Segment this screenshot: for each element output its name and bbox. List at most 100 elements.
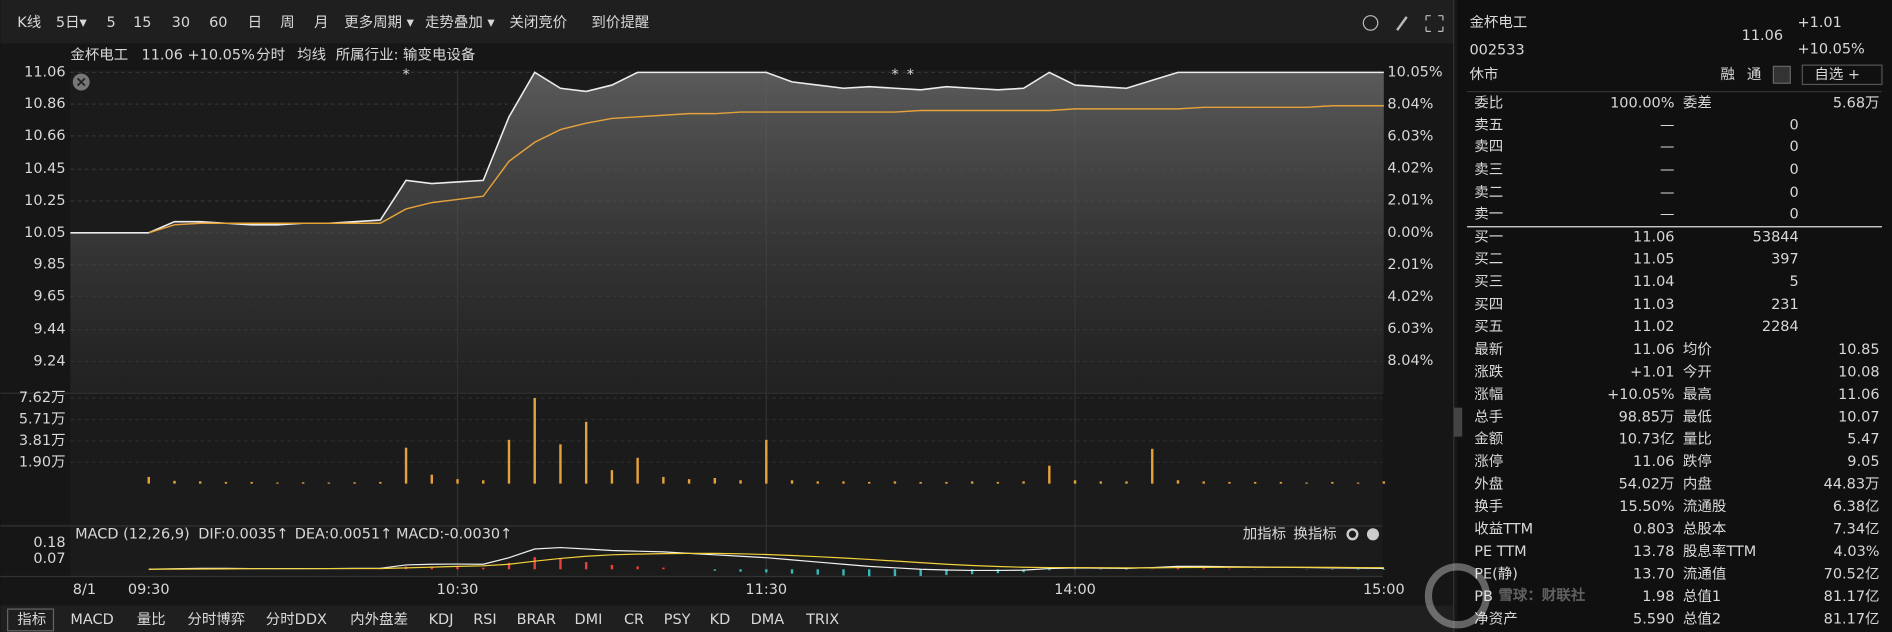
add-indicator[interactable]: 加指标 [1243, 525, 1286, 542]
indicator-tab[interactable]: DMA [751, 612, 785, 628]
indicator-tab[interactable]: KD [710, 612, 731, 628]
indicator-tab[interactable]: DMI [575, 612, 603, 628]
collapse-handle[interactable] [1453, 407, 1463, 437]
book-label: 买二 [1474, 250, 1503, 267]
volume-bar [276, 482, 279, 484]
fullscreen-icon[interactable] [1425, 15, 1444, 32]
volume-bar [199, 481, 202, 484]
volume-bar [301, 482, 305, 484]
event-marker: * [907, 67, 914, 83]
y2-tick-label: 2.01% [1387, 257, 1433, 273]
volume-bar [250, 481, 253, 484]
toolbar-item[interactable]: 5日▾ [56, 15, 88, 31]
stat-label: 总股本 [1683, 521, 1726, 538]
watermark: 雪球：财联社 [1498, 586, 1585, 604]
macd-label: MACD:-0.0030↑ [396, 526, 512, 542]
panel-status: 休市 [1469, 66, 1498, 83]
book-volume: 0 [1789, 117, 1798, 133]
indicator-tab[interactable]: TRIX [805, 612, 839, 628]
volume-bar [173, 480, 176, 484]
toolbar-item[interactable]: 日 [248, 15, 262, 31]
volume-bar [610, 470, 614, 484]
volume-bar [996, 481, 1000, 484]
y2-tick-label: 8.04% [1387, 353, 1433, 369]
book-price: — [1660, 185, 1674, 201]
toolbar-item[interactable]: 关闭竞价 [509, 13, 567, 31]
book-price: 11.03 [1633, 297, 1674, 313]
stat-value: 81.17亿 [1824, 588, 1880, 605]
macd-bar [739, 569, 742, 572]
volume-bar [1099, 481, 1102, 484]
volume-bar [1331, 481, 1334, 484]
y-tick-label: 10.86 [24, 96, 65, 112]
volume-bar [842, 481, 845, 484]
y2-tick-label: 0.00% [1387, 225, 1433, 241]
indicator-tab[interactable]: 分时DDX [266, 611, 327, 628]
toolbar-item[interactable]: 到价提醒 [591, 14, 649, 31]
panel-button[interactable]: 自选 + [1814, 66, 1860, 83]
macd-bar [533, 557, 536, 570]
toolbar-item[interactable]: 15 [133, 15, 151, 31]
macd-bar [1382, 569, 1386, 571]
dif-label: DIF:0.0035↑ [198, 526, 288, 542]
stat-value: 9.05 [1847, 454, 1879, 470]
macd-bar [945, 569, 948, 576]
volume-bar [482, 480, 485, 484]
indicator-tab[interactable]: PSY [664, 612, 691, 628]
book-volume: 53844 [1753, 230, 1799, 246]
toolbar-item[interactable]: 60 [209, 15, 227, 31]
book-volume: 0 [1789, 162, 1798, 178]
stock-name: 金杯电工 [70, 46, 128, 63]
close-icon[interactable] [1366, 528, 1379, 541]
indicator-tab[interactable]: KDJ [429, 612, 454, 628]
volume-bar [765, 439, 768, 484]
quote-panel-bg [1457, 0, 1892, 632]
toolbar-item[interactable]: 更多周期 ▾ [344, 14, 414, 31]
tab-label: 指标 [17, 611, 46, 628]
y-tick-label: 9.44 [33, 322, 65, 338]
toolbar-item[interactable]: K线 [17, 14, 41, 31]
toolbar-item[interactable]: 周 [280, 15, 294, 31]
indicator-tab[interactable]: 量比 [137, 611, 166, 628]
y2-tick-label: 6.03% [1387, 129, 1433, 145]
toolbar-item[interactable]: 30 [172, 15, 190, 31]
menu-icon[interactable] [1362, 15, 1379, 31]
indicator-tab[interactable]: 分时博弈 [187, 611, 245, 628]
toolbar-item[interactable]: 5 [107, 15, 116, 31]
indicator-tab[interactable]: BRAR [517, 612, 556, 628]
stat-label: 收益TTM [1474, 521, 1533, 538]
book-price: — [1660, 117, 1674, 133]
indicator-tab[interactable]: CR [624, 612, 644, 628]
book-volume: 0 [1789, 185, 1798, 201]
alert-button[interactable] [1772, 65, 1791, 84]
toolbar-item[interactable]: 走势叠加 ▾ [425, 14, 495, 31]
stat-value: 5.590 [1633, 612, 1674, 628]
indicator-tab[interactable]: RSI [473, 612, 497, 628]
macd-bar [456, 566, 459, 570]
book-label: 买五 [1474, 318, 1503, 335]
volume-bar [893, 481, 897, 484]
panel-button[interactable]: 融 [1720, 66, 1734, 83]
panel-name: 金杯电工 [1469, 14, 1527, 31]
draw-icon[interactable] [1396, 16, 1408, 31]
volume-bar [790, 480, 794, 484]
stat-label: 涨跌 [1474, 363, 1503, 380]
avg-label: 均线 [297, 46, 326, 63]
close-x [76, 77, 86, 87]
settings-icon[interactable] [1346, 528, 1359, 541]
stat-label: 量比 [1683, 431, 1712, 448]
panel-button[interactable]: 通 [1747, 66, 1762, 83]
y-tick-label: 9.65 [33, 288, 65, 304]
volume-bar [1022, 481, 1025, 484]
y-tick-label: 10.05 [24, 225, 65, 241]
y-tick-label: 10.25 [24, 193, 65, 209]
macd-bar [868, 569, 871, 577]
toolbar-item[interactable]: 月 [314, 15, 328, 31]
book-label: 卖三 [1474, 161, 1503, 178]
switch-indicator[interactable]: 换指标 [1293, 525, 1336, 542]
indicator-tab[interactable]: 内外盘差 [350, 610, 408, 628]
book-price: 11.06 [1633, 230, 1674, 246]
volume-bar [1202, 481, 1205, 484]
indicator-tab[interactable]: MACD [70, 612, 113, 628]
x-tick-label: 14:00 [1054, 582, 1096, 598]
